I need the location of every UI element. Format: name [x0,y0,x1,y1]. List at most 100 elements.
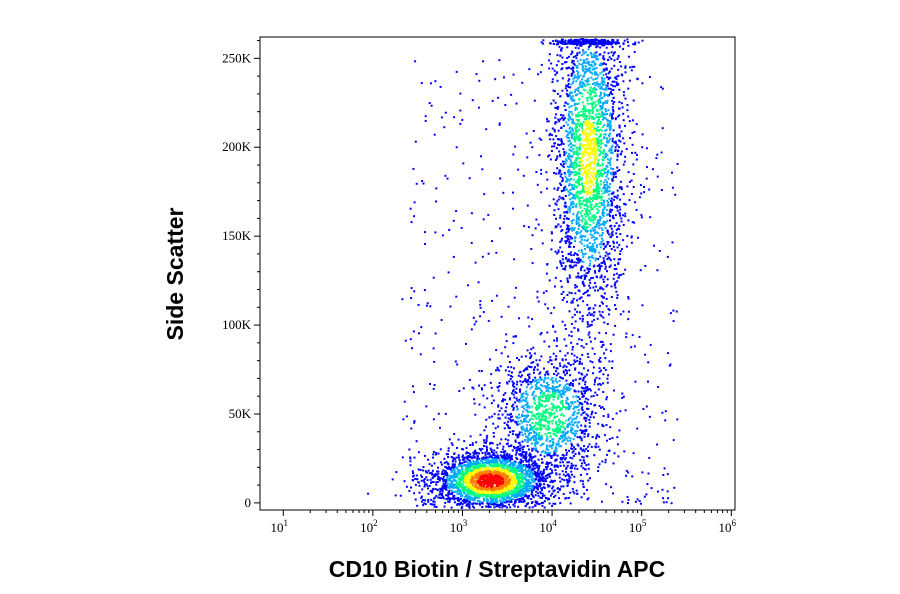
data-point [635,123,638,126]
data-point [560,38,563,41]
data-point [575,222,578,225]
data-point [610,146,613,149]
data-point [453,452,456,455]
data-point [616,280,619,283]
data-point [614,281,617,284]
data-point [599,287,602,290]
data-point [578,98,581,101]
data-point [616,206,618,209]
data-point [540,451,543,454]
data-point [581,320,584,323]
data-point [561,89,564,92]
data-point [586,352,589,355]
data-point [616,443,619,446]
data-point [548,390,551,393]
data-point [500,407,503,410]
data-point [612,97,615,99]
data-point [569,245,572,248]
data-point [494,454,497,457]
data-point [486,397,489,400]
data-point [571,186,574,189]
data-point [582,70,585,73]
data-point [667,497,670,500]
data-point [616,235,619,238]
data-point [583,400,586,403]
data-point [504,461,507,464]
data-point [572,297,575,300]
data-point [584,383,586,386]
data-point [551,438,554,441]
data-point [520,469,523,471]
data-point [530,361,533,364]
data-point [546,497,549,500]
data-point [583,411,586,414]
data-point [488,495,491,498]
data-point [611,93,614,96]
data-point [560,140,563,143]
data-point [410,427,413,430]
data-point [498,417,501,420]
data-point [529,437,532,440]
data-point [537,503,540,506]
data-point [491,415,494,418]
data-point [633,345,636,348]
data-point [536,440,539,443]
data-point [608,56,611,59]
data-point [498,499,501,502]
data-point [539,388,542,391]
data-point [456,502,459,505]
data-point [460,226,463,229]
data-point [583,253,586,256]
data-point [592,43,595,46]
data-point [580,267,582,270]
data-point [557,118,560,121]
data-point [539,71,542,74]
data-point [454,360,457,363]
data-point [567,237,569,240]
data-point [525,472,528,475]
data-point [586,489,588,491]
data-point [578,224,581,226]
data-point [422,182,425,185]
data-point [553,339,556,342]
data-point [581,84,584,87]
data-point [540,478,543,481]
data-point [529,424,532,427]
data-point [601,44,604,47]
data-point [472,466,475,469]
data-point [608,257,611,260]
data-point [606,171,609,174]
data-point [471,99,474,102]
data-point [497,457,500,460]
data-point [606,84,609,87]
data-point [553,171,555,174]
data-point [569,227,572,230]
data-point [544,385,547,388]
data-point [521,446,524,449]
data-point [451,443,454,446]
data-point [529,465,532,468]
data-point [604,265,607,268]
data-point [585,226,588,228]
data-point [491,99,494,102]
data-point [454,479,457,482]
data-point [465,490,468,493]
data-point [565,188,568,191]
data-point [540,489,543,492]
data-point [530,457,533,460]
data-point [424,119,427,122]
data-point [555,147,558,150]
data-point [518,413,520,416]
data-point [563,211,566,214]
data-point [655,157,658,160]
data-point [546,461,548,464]
data-point [537,467,540,470]
data-point [432,450,435,453]
data-point [510,93,513,96]
data-point [547,485,550,488]
data-point [517,168,520,171]
data-point [464,501,467,504]
data-point [609,225,612,228]
data-point [564,407,567,410]
data-point [662,501,665,504]
